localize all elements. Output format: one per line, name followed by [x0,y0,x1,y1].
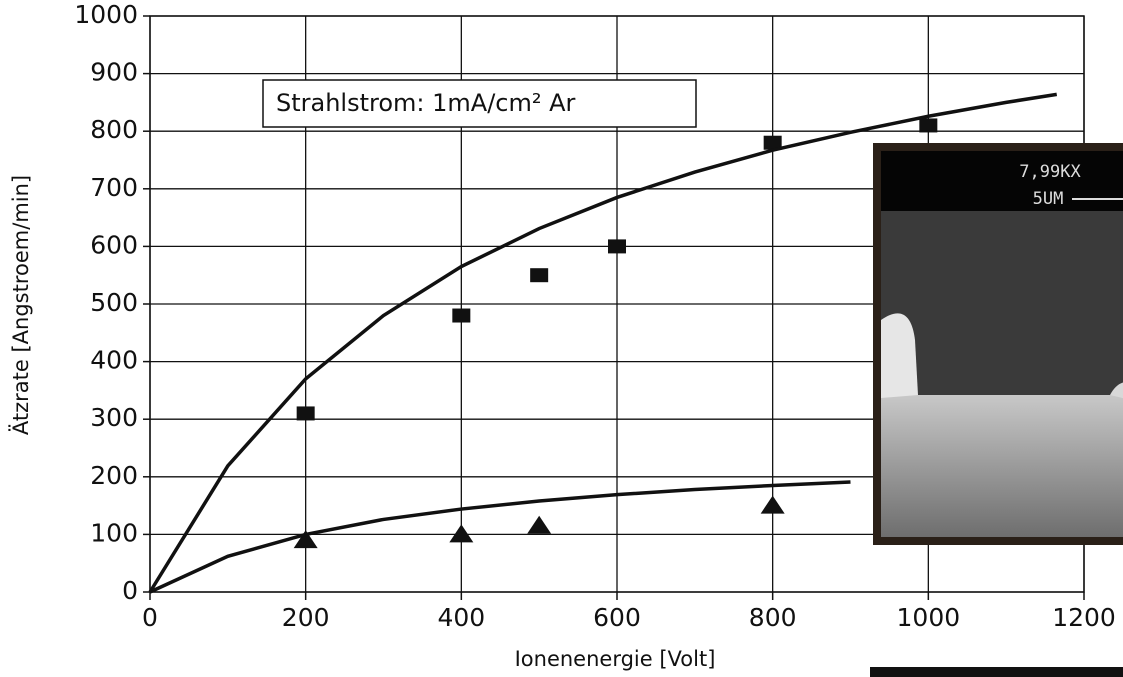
x-tick-label: 600 [593,603,641,632]
y-tick-label: 700 [90,173,138,202]
inset-dark [881,211,1123,395]
y-tick-label: 900 [90,58,138,87]
square-marker [608,239,626,253]
y-tick-label: 500 [90,288,138,317]
triangle-marker [527,516,551,534]
inset-photo: 7,99KX 5UM [873,143,1123,545]
square-marker [530,268,548,282]
y-tick-label: 800 [90,115,138,144]
x-tick-label: 800 [749,603,797,632]
y-tick-label: 200 [90,461,138,490]
square-marker [452,309,470,323]
square-marker [297,406,315,420]
y-tick-label: 100 [90,518,138,547]
inset-scale: 5UM [1033,189,1064,209]
y-tick-label: 300 [90,403,138,432]
bottom-bar [870,667,1123,677]
square-marker [919,118,937,132]
x-tick-label: 0 [142,603,158,632]
inset-magnification: 7,99KX [1019,162,1081,182]
triangle-marker [449,524,473,542]
y-axis-title: Ätzrate [Angstroem/min] [8,175,33,435]
x-tick-label: 1200 [1052,603,1116,632]
triangle-marker [761,496,785,514]
inset-header [881,151,1123,211]
fit-curve [150,482,851,592]
x-tick-label: 400 [437,603,485,632]
y-tick-label: 1000 [74,0,138,29]
y-tick-label: 0 [122,576,138,605]
chart: 0 100 200 300 400 500 600 700 800 900 1000 0 200 400 6… [0,0,1123,677]
inset-substrate [881,395,1123,537]
y-tick-label: 600 [90,230,138,259]
x-tick-label: 1000 [897,603,961,632]
y-tick-label: 400 [90,346,138,375]
x-tick-label: 200 [282,603,330,632]
x-axis-title: Ionenenergie [Volt] [515,647,716,671]
annotation: Strahlstrom: 1mA/cm² Ar [276,89,576,117]
